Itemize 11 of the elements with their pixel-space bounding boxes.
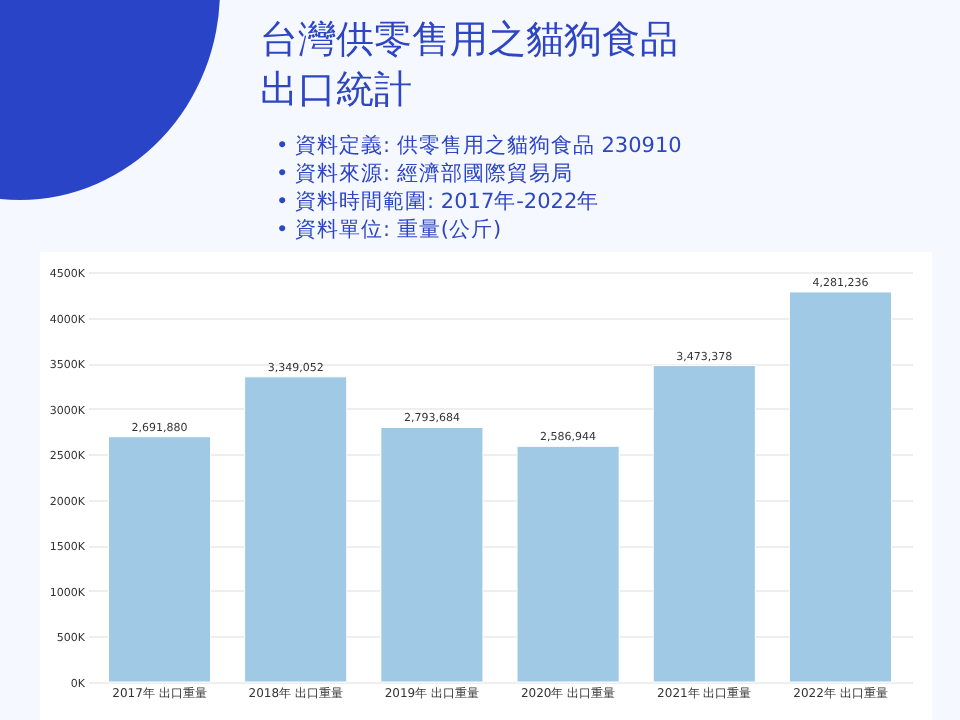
text: • 資料來源: 經濟部國際貿易局 (276, 160, 575, 188)
text: • 資料單位: 重量(公斤) (276, 216, 504, 244)
bar (107, 436, 212, 683)
bar (652, 365, 756, 683)
bar (380, 426, 484, 683)
bar (516, 445, 620, 683)
text: • 資料時間範圍: 2017年-2022年 (276, 188, 602, 216)
text: • 資料定義: 供零售用之貓狗食品 230910 (276, 132, 682, 160)
bar (788, 291, 893, 683)
bar (244, 376, 348, 683)
chart-title: 台灣供零售用之貓狗食品出口統計 (260, 16, 680, 116)
